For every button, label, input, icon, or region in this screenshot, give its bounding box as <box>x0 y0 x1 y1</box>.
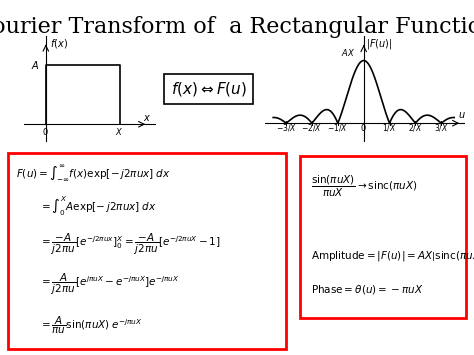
Text: $F(u) = \int_{-\infty}^{\infty} f(x) \exp[-\,j2\pi ux]\; dx$: $F(u) = \int_{-\infty}^{\infty} f(x) \ex… <box>16 163 171 183</box>
Text: $0$: $0$ <box>43 126 49 137</box>
Text: $= \int_{0}^{X} A \exp[-\,j2\pi ux]\; dx$: $= \int_{0}^{X} A \exp[-\,j2\pi ux]\; dx… <box>39 194 156 218</box>
Text: $1/X$: $1/X$ <box>382 122 397 133</box>
Text: (a): (a) <box>83 162 97 171</box>
FancyBboxPatch shape <box>301 156 466 318</box>
Text: $\mathrm{Phase} = \theta(u) = -\pi uX$: $\mathrm{Phase} = \theta(u) = -\pi uX$ <box>310 283 423 296</box>
Text: $|F(u)|$: $|F(u)|$ <box>366 37 393 51</box>
Text: $\mathrm{Amplitude} = |F(u)| = AX\left|\mathrm{sinc}(\pi uX)\right|$: $\mathrm{Amplitude} = |F(u)| = AX\left|\… <box>310 249 474 263</box>
Text: $f(x) \Leftrightarrow F(u)$: $f(x) \Leftrightarrow F(u)$ <box>171 80 246 98</box>
Text: $3/X$: $3/X$ <box>434 122 448 133</box>
Text: $u$: $u$ <box>458 110 466 120</box>
Text: $= \dfrac{A}{\pi u} \sin(\pi u X)\; e^{-j\pi uX}$: $= \dfrac{A}{\pi u} \sin(\pi u X)\; e^{-… <box>39 315 143 336</box>
Text: Fourier Transform of  a Rectangular Function: Fourier Transform of a Rectangular Funct… <box>0 16 474 38</box>
Text: $A$: $A$ <box>31 59 40 71</box>
Text: (b): (b) <box>328 158 342 168</box>
Text: $= \dfrac{A}{j2\pi u}\left[e^{j\pi uX} - e^{-j\pi uX}\right]e^{-j\pi uX}$: $= \dfrac{A}{j2\pi u}\left[e^{j\pi uX} -… <box>39 272 180 297</box>
Text: $AX$: $AX$ <box>340 47 355 58</box>
Text: $= \dfrac{-A}{j2\pi u}\left[e^{-j2\pi ux}\right]_{0}^{X} = \dfrac{-A}{j2\pi u}\l: $= \dfrac{-A}{j2\pi u}\left[e^{-j2\pi ux… <box>39 231 221 257</box>
Text: $-1/X$: $-1/X$ <box>328 122 348 133</box>
Text: $x$: $x$ <box>143 113 151 123</box>
FancyBboxPatch shape <box>8 153 286 349</box>
Text: $2/X$: $2/X$ <box>408 122 423 133</box>
Text: $X$: $X$ <box>116 126 124 137</box>
Text: $-3/X$: $-3/X$ <box>275 122 297 133</box>
Text: $\dfrac{\sin(\pi uX)}{\pi uX} \rightarrow \mathrm{sinc}(\pi uX)$: $\dfrac{\sin(\pi uX)}{\pi uX} \rightarro… <box>310 173 417 199</box>
Text: $-2/X$: $-2/X$ <box>301 122 322 133</box>
Text: $0$: $0$ <box>360 122 367 133</box>
Text: $f(x)$: $f(x)$ <box>49 37 67 50</box>
